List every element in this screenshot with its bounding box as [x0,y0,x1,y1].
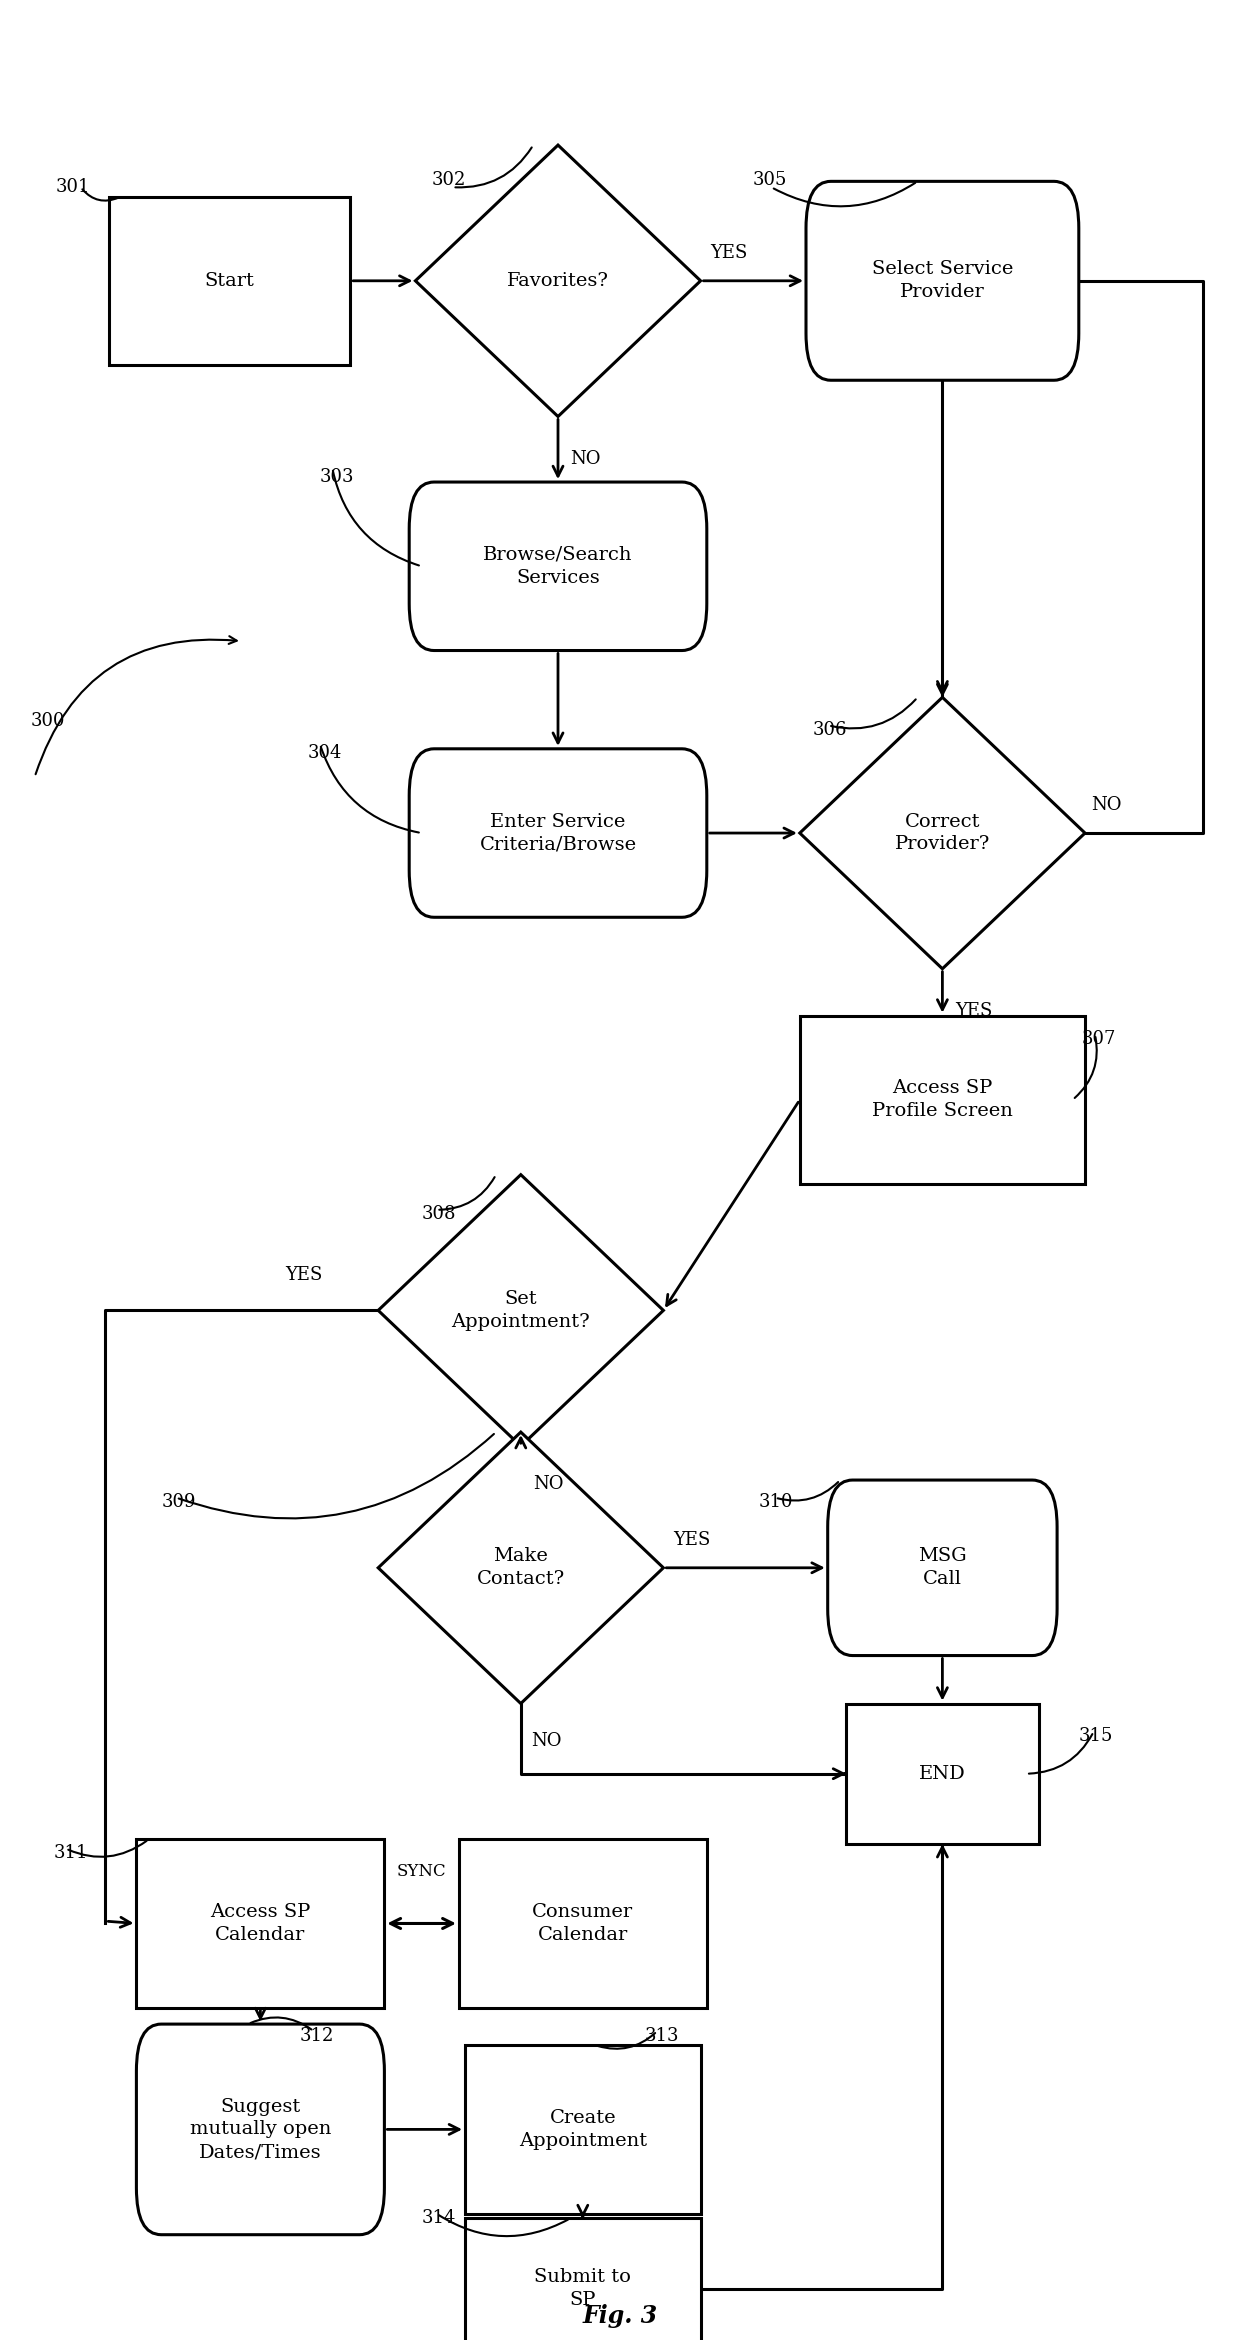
FancyBboxPatch shape [409,482,707,651]
Text: 310: 310 [759,1493,794,1512]
Text: SYNC: SYNC [397,1863,446,1881]
Text: 306: 306 [812,721,847,739]
Text: 308: 308 [422,1205,456,1224]
Text: 309: 309 [161,1493,196,1512]
Text: NO: NO [1091,796,1122,814]
Text: NO: NO [533,1474,564,1493]
Text: END: END [919,1764,966,1783]
Text: 303: 303 [320,468,355,487]
Text: 311: 311 [53,1844,88,1863]
Text: Suggest
mutually open
Dates/Times: Suggest mutually open Dates/Times [190,2097,331,2162]
Text: Browse/Search
Services: Browse/Search Services [484,545,632,587]
Text: 315: 315 [1079,1727,1114,1746]
Bar [465,2218,701,2340]
Text: 300: 300 [31,711,66,730]
Text: Fig. 3: Fig. 3 [583,2305,657,2328]
Text: Enter Service
Criteria/Browse: Enter Service Criteria/Browse [480,812,636,854]
Text: YES: YES [711,243,748,262]
Text: NO: NO [531,1732,562,1750]
Text: Start: Start [205,271,254,290]
Text: YES: YES [955,1002,992,1020]
Text: Select Service
Provider: Select Service Provider [872,260,1013,302]
Text: YES: YES [285,1266,322,1285]
Text: 307: 307 [1081,1030,1116,1048]
Bar [846,1704,1039,1844]
Bar [109,197,350,365]
Text: 302: 302 [432,171,466,190]
Text: 312: 312 [300,2026,335,2045]
Text: Access SP
Calendar: Access SP Calendar [211,1902,310,1945]
Text: NO: NO [570,449,601,468]
Text: 313: 313 [645,2026,680,2045]
Text: 314: 314 [422,2209,456,2228]
Polygon shape [800,697,1085,969]
Text: 301: 301 [56,178,91,197]
Text: 305: 305 [753,171,787,190]
Bar [800,1016,1085,1184]
Text: 304: 304 [308,744,342,763]
FancyBboxPatch shape [828,1479,1058,1657]
Text: YES: YES [673,1530,711,1549]
Bar [465,2045,701,2214]
Polygon shape [378,1432,663,1704]
Polygon shape [415,145,701,417]
Text: Create
Appointment: Create Appointment [518,2108,647,2150]
Bar [136,1839,384,2008]
Text: Set
Appointment?: Set Appointment? [451,1289,590,1331]
Text: Consumer
Calendar: Consumer Calendar [532,1902,634,1945]
FancyBboxPatch shape [409,749,707,917]
Text: Submit to
SP: Submit to SP [534,2267,631,2310]
FancyBboxPatch shape [806,183,1079,379]
Polygon shape [378,1175,663,1446]
Bar [459,1839,707,2008]
Text: Access SP
Profile Screen: Access SP Profile Screen [872,1079,1013,1121]
Text: Correct
Provider?: Correct Provider? [895,812,990,854]
Text: Make
Contact?: Make Contact? [476,1547,565,1589]
FancyBboxPatch shape [136,2024,384,2235]
Text: MSG
Call: MSG Call [918,1547,967,1589]
Text: Favorites?: Favorites? [507,271,609,290]
